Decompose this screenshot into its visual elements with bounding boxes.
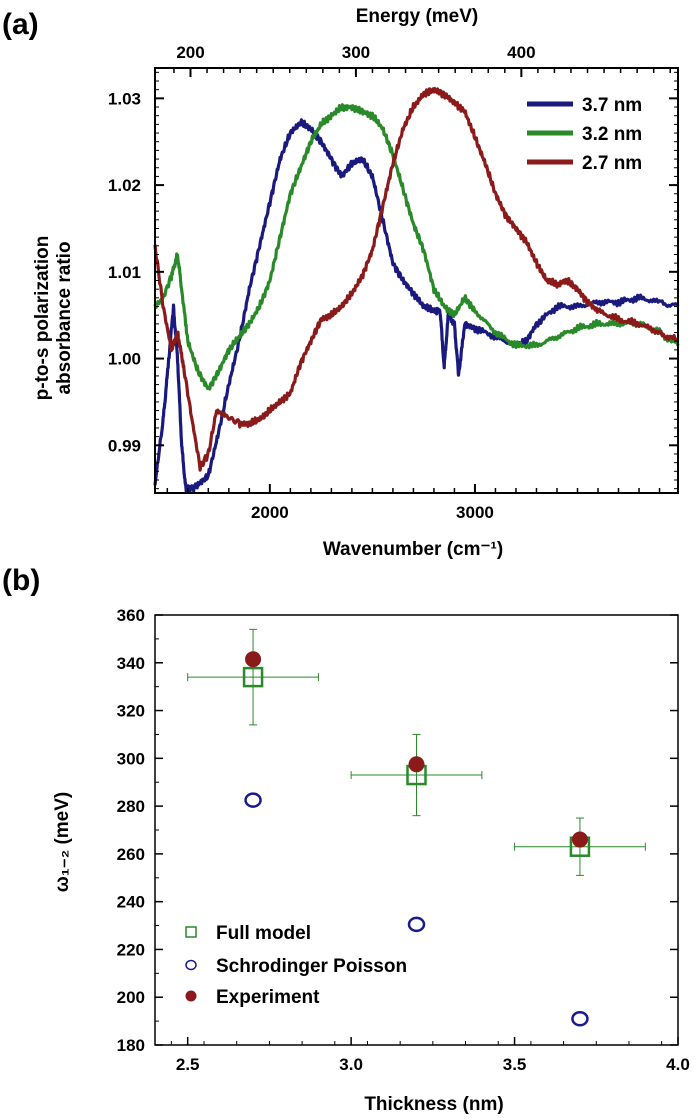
tick-group-b: 2.5 3.0 3.5 4.0 180 200 220 240 260 280 300 320 340 3… xyxy=(117,606,690,1074)
panel-b-label: (b) xyxy=(2,564,40,597)
experiment-marker xyxy=(571,831,588,848)
series-group-a xyxy=(153,86,680,493)
panel-a-label: (a) xyxy=(2,8,39,41)
legend-label-b: Full model xyxy=(216,923,311,944)
marker-group-b xyxy=(242,651,591,1027)
y-axis-title-line2: absorbance ratio xyxy=(54,241,75,394)
legend-label-a: 2.7 nm xyxy=(582,153,642,174)
legend-label-a: 3.7 nm xyxy=(582,95,642,116)
x2-tick-label: 200 xyxy=(176,43,204,62)
y-axis-title-b: ω₁₋₂ (meV) xyxy=(52,792,73,892)
legend-b: Full model Schrodinger Poisson Experiment xyxy=(185,923,407,1008)
y-tick-label-b: 200 xyxy=(117,988,145,1007)
legend-label-b: Experiment xyxy=(216,987,320,1008)
x-tick-label-b: 2.5 xyxy=(176,1055,200,1074)
schrodinger-poisson-marker xyxy=(571,1010,589,1027)
x2-tick-label: 300 xyxy=(342,43,370,62)
y-tick-label-b: 260 xyxy=(117,845,145,864)
schrodinger-poisson-marker xyxy=(407,916,426,933)
x-axis-title-a: Wavenumber (cm⁻¹) xyxy=(323,539,503,560)
x-tick-label-b: 4.0 xyxy=(666,1055,690,1074)
y-tick-label-b: 180 xyxy=(117,1036,145,1055)
series-line-2-7-nm xyxy=(153,86,680,472)
experiment-marker xyxy=(245,651,262,668)
schrodinger-poisson-marker xyxy=(244,792,262,808)
errorbar-group-b xyxy=(187,628,646,876)
y-tick-label-a: 0.99 xyxy=(108,436,141,455)
y-tick-label-b: 340 xyxy=(117,654,145,673)
legend-a: 3.7 nm 3.2 nm 2.7 nm xyxy=(527,95,642,174)
legend-label-a: 3.2 nm xyxy=(582,124,642,145)
y-tick-label-b: 220 xyxy=(117,940,145,959)
legend-label-b: Schrodinger Poisson xyxy=(216,956,407,977)
x-tick-label-b: 3.5 xyxy=(503,1055,527,1074)
x-tick-label-b: 3.0 xyxy=(339,1055,363,1074)
full-model-marker xyxy=(242,666,264,688)
series-line-3-7-nm xyxy=(153,118,680,493)
y-tick-label-b: 320 xyxy=(117,702,145,721)
x-tick-label-a: 2000 xyxy=(251,503,289,522)
y-tick-label-b: 300 xyxy=(117,749,145,768)
chart-a: Energy (meV) Wavenumber (cm⁻¹) p-to-s po… xyxy=(32,6,680,560)
plot-frame-a xyxy=(154,67,679,494)
legend-filled-circle-icon xyxy=(185,990,197,1002)
x2-tick-label: 400 xyxy=(507,43,535,62)
y-axis-title-line1: p-to-s polarization xyxy=(32,236,53,401)
y-tick-label-a: 1.01 xyxy=(108,263,141,282)
x-tick-label-a: 3000 xyxy=(456,503,494,522)
y-tick-label-a: 1.00 xyxy=(108,350,141,369)
top-axis-title: Energy (meV) xyxy=(356,6,478,27)
y-tick-label-b: 360 xyxy=(117,606,145,625)
series-line-3-2-nm xyxy=(153,103,680,391)
legend-square-icon xyxy=(185,926,197,938)
y-tick-label-b: 240 xyxy=(117,893,145,912)
y-tick-label-a: 1.02 xyxy=(108,176,141,195)
y-tick-label-a: 1.03 xyxy=(108,89,141,108)
legend-open-circle-icon xyxy=(185,959,197,971)
plot-frame-b xyxy=(154,614,679,1046)
chart-b: Thickness (nm) ω₁₋₂ (meV) 2.5 3.0 3.5 4.0 18… xyxy=(52,606,690,1115)
y-tick-label-b: 280 xyxy=(117,797,145,816)
experiment-marker xyxy=(408,756,425,773)
x-axis-title-b: Thickness (nm) xyxy=(364,1094,503,1115)
